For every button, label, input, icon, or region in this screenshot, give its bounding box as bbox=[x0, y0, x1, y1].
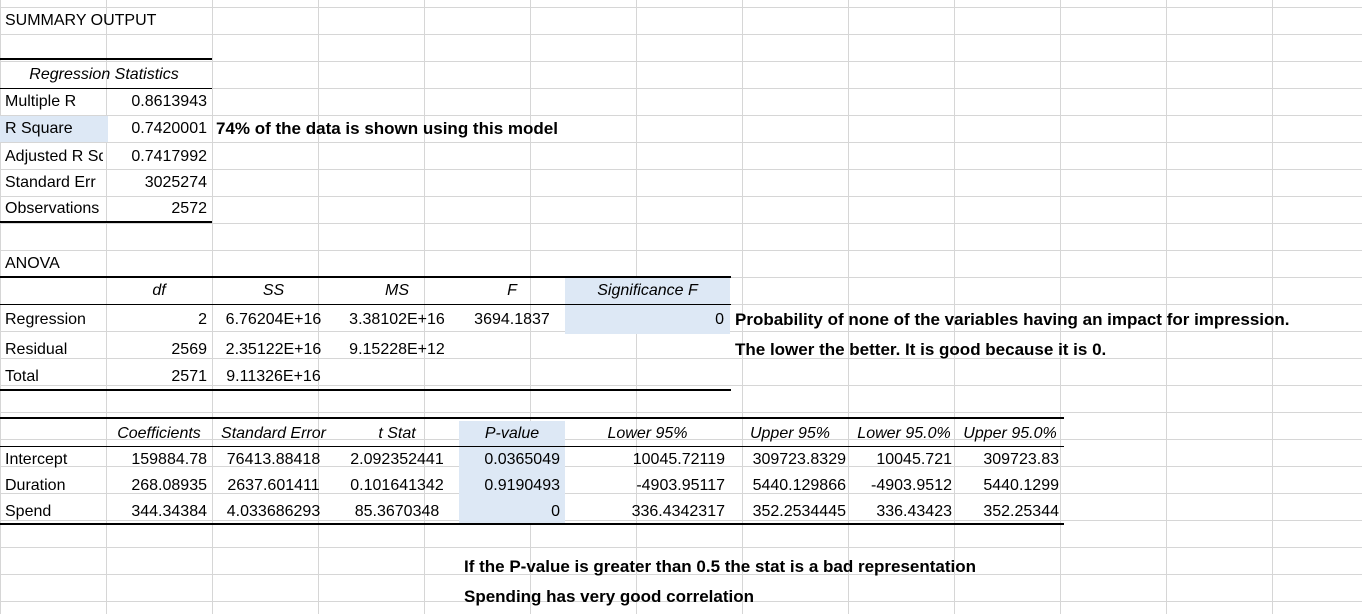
coef-intercept-upper-95[interactable]: 309723.8329 bbox=[752, 451, 846, 468]
coef-duration-upper-95[interactable]: 5440.129866 bbox=[752, 477, 846, 494]
r-square-note[interactable]: 74% of the data is shown using this mode… bbox=[216, 119, 558, 138]
coef-spend-standard-error[interactable]: 4.033686293 bbox=[226, 503, 321, 520]
anova-regression-ms[interactable]: 3.38102E+16 bbox=[349, 311, 445, 328]
coef-header-upper-95: Upper 95% bbox=[749, 425, 831, 442]
anova-total-ss[interactable]: 9.11326E+16 bbox=[226, 368, 321, 385]
regstats-value-observations[interactable]: 2572 bbox=[171, 200, 207, 217]
anova-regression-f[interactable]: 3694.1837 bbox=[474, 311, 550, 328]
coef-header-upper-95-0: Upper 95.0% bbox=[963, 425, 1057, 442]
coef-spend-lower-95[interactable]: 336.4342317 bbox=[631, 503, 725, 520]
p-value-note[interactable]: If the P-value is greater than 0.5 the s… bbox=[464, 557, 977, 576]
summary-title: SUMMARY OUTPUT bbox=[5, 12, 157, 29]
coef-duration-upper-95-0[interactable]: 5440.1299 bbox=[983, 477, 1059, 494]
regstats-header-rule bbox=[0, 88, 212, 89]
coef-spend-upper-95[interactable]: 352.2534445 bbox=[752, 503, 846, 520]
r-square-highlight bbox=[0, 116, 108, 142]
regstats-value-adjusted-r-square[interactable]: 0.7417992 bbox=[131, 148, 207, 165]
coef-duration-p-value[interactable]: 0.9190493 bbox=[484, 477, 560, 494]
coef-header-standard-error: Standard Error bbox=[221, 425, 326, 442]
coef-header-t-stat: t Stat bbox=[378, 425, 416, 442]
coef-header-lower-95: Lower 95% bbox=[607, 425, 688, 442]
regstats-label-multiple-r[interactable]: Multiple R bbox=[5, 93, 77, 110]
coef-header-p-value: P-value bbox=[484, 425, 540, 442]
anova-title: ANOVA bbox=[5, 255, 60, 272]
regstats-top-rule bbox=[0, 58, 212, 60]
significance-f-highlight bbox=[565, 278, 730, 334]
spending-note[interactable]: Spending has very good correlation bbox=[464, 587, 754, 606]
coef-intercept-coefficient[interactable]: 159884.78 bbox=[131, 451, 207, 468]
coef-spend-coefficient[interactable]: 344.34384 bbox=[131, 503, 207, 520]
anova-bottom-rule bbox=[0, 389, 731, 391]
anova-note-probability[interactable]: Probability of none of the variables hav… bbox=[735, 310, 1290, 329]
regstats-label-adjusted-r-square[interactable]: Adjusted R Sq bbox=[5, 148, 103, 165]
coef-intercept-upper-95-0[interactable]: 309723.83 bbox=[983, 451, 1059, 468]
regstats-value-r-square[interactable]: 0.7420001 bbox=[131, 120, 207, 137]
coef-label-intercept[interactable]: Intercept bbox=[5, 451, 68, 468]
coef-spend-t-stat[interactable]: 85.3670348 bbox=[354, 503, 440, 520]
anova-residual-ms[interactable]: 9.15228E+12 bbox=[349, 341, 445, 358]
anova-label-total[interactable]: Total bbox=[5, 368, 39, 385]
regstats-label-standard-error[interactable]: Standard Err bbox=[5, 174, 96, 191]
anova-total-df[interactable]: 2571 bbox=[171, 368, 207, 385]
anova-residual-ss[interactable]: 2.35122E+16 bbox=[225, 341, 322, 358]
regstats-bottom-rule bbox=[0, 221, 212, 223]
coef-header-coefficients: Coefficients bbox=[117, 425, 201, 442]
anova-header-ms: MS bbox=[385, 282, 409, 299]
coef-header-rule bbox=[0, 446, 1064, 447]
anova-regression-ss[interactable]: 6.76204E+16 bbox=[225, 311, 322, 328]
anova-header-df: df bbox=[152, 282, 166, 299]
coef-duration-t-stat[interactable]: 0.101641342 bbox=[350, 477, 444, 494]
anova-label-residual[interactable]: Residual bbox=[5, 341, 68, 358]
regstats-label-r-square[interactable]: R Square bbox=[5, 120, 73, 137]
coef-spend-lower-95-0[interactable]: 336.43423 bbox=[876, 503, 952, 520]
coef-header-lower-95-0: Lower 95.0% bbox=[857, 425, 951, 442]
anova-header-f: F bbox=[507, 282, 517, 299]
coef-intercept-lower-95-0[interactable]: 10045.721 bbox=[876, 451, 952, 468]
coef-label-spend[interactable]: Spend bbox=[5, 503, 52, 520]
coef-duration-lower-95-0[interactable]: -4903.9512 bbox=[871, 477, 952, 494]
coef-intercept-t-stat[interactable]: 2.092352441 bbox=[350, 451, 444, 468]
regstats-value-standard-error[interactable]: 3025274 bbox=[144, 174, 207, 191]
coef-intercept-p-value[interactable]: 0.0365049 bbox=[484, 451, 560, 468]
anova-residual-df[interactable]: 2569 bbox=[171, 341, 207, 358]
anova-regression-significance-f[interactable]: 0 bbox=[715, 311, 724, 328]
coef-duration-lower-95[interactable]: -4903.95117 bbox=[636, 477, 725, 494]
regstats-header: Regression Statistics bbox=[29, 66, 179, 83]
coef-bottom-rule bbox=[0, 523, 1064, 525]
coef-spend-p-value[interactable]: 0 bbox=[551, 503, 560, 520]
regstats-value-multiple-r[interactable]: 0.8613943 bbox=[131, 93, 207, 110]
anova-top-rule bbox=[0, 276, 731, 278]
anova-header-ss: SS bbox=[262, 282, 285, 299]
anova-header-rule bbox=[0, 304, 731, 305]
p-value-highlight bbox=[459, 421, 565, 523]
coef-label-duration[interactable]: Duration bbox=[5, 477, 66, 494]
coef-duration-coefficient[interactable]: 268.08935 bbox=[131, 477, 207, 494]
coef-intercept-lower-95[interactable]: 10045.72119 bbox=[632, 451, 725, 468]
coef-spend-upper-95-0[interactable]: 352.25344 bbox=[983, 503, 1059, 520]
anova-header-significance-f: Significance F bbox=[597, 282, 698, 299]
anova-regression-df[interactable]: 2 bbox=[198, 311, 207, 328]
coef-duration-standard-error[interactable]: 2637.601411 bbox=[227, 477, 320, 494]
coef-intercept-standard-error[interactable]: 76413.88418 bbox=[226, 451, 321, 468]
anova-note-lower-better[interactable]: The lower the better. It is good because… bbox=[735, 340, 1107, 359]
regstats-label-observations[interactable]: Observations bbox=[5, 200, 100, 217]
anova-label-regression[interactable]: Regression bbox=[5, 311, 86, 328]
coef-top-rule bbox=[0, 417, 1064, 419]
